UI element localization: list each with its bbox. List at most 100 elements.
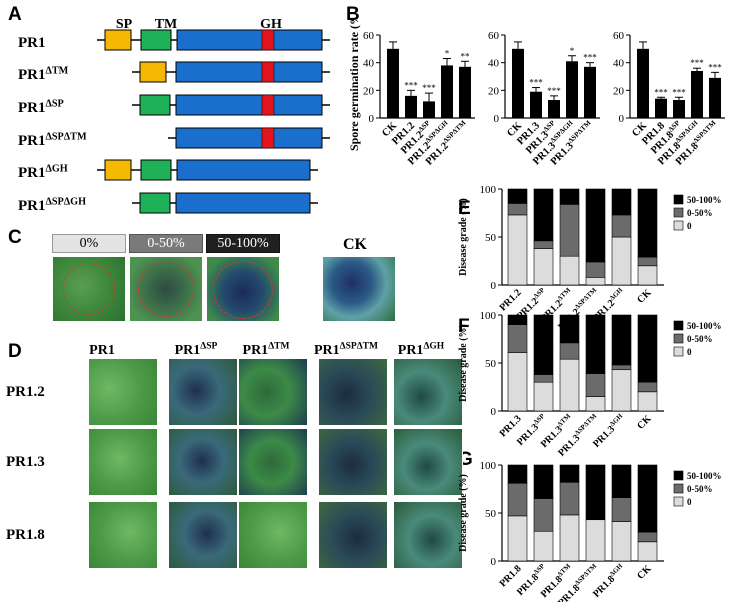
protein-body [175, 127, 323, 149]
y-tick-label: 40 [488, 58, 500, 70]
bar [423, 101, 435, 118]
legend-label: 0-50% [687, 334, 713, 344]
y-axis-title: Spore germination rate (%) [347, 20, 361, 151]
tm-domain [139, 192, 171, 214]
leaf-thumbnail [318, 428, 388, 496]
germination-charts: Spore germination rate (%) 0204060CK***PR… [347, 20, 725, 168]
stacked-segment [533, 240, 554, 249]
significance-mark: *** [404, 80, 418, 90]
panel-letter-a: A [8, 4, 22, 25]
significance-mark: * [570, 46, 575, 56]
stacked-segment [585, 396, 606, 412]
bar [566, 61, 578, 118]
x-tick-label: CK [635, 563, 654, 582]
tm-domain [139, 94, 171, 116]
stacked-segment [637, 381, 658, 393]
significance-mark: *** [708, 62, 722, 72]
column-header: PR1ΔSP [175, 342, 218, 358]
domain-label: TM [155, 17, 178, 32]
disease-grade-charts: Disease grade (%)050100PR1.2PR1.2ΔSPPR1.… [458, 185, 722, 602]
column-headers: PR1 PR1ΔSP PR1ΔTM PR1ΔSPΔTM PR1ΔGH [89, 342, 445, 358]
leaf-thumbnail [318, 501, 388, 569]
leaf-grid: PR1 PR1ΔSP PR1ΔTM PR1ΔSPΔTM PR1ΔGH PR1.2 PR1.3… [0, 336, 463, 602]
y-tick-label: 40 [363, 58, 375, 70]
sp-domain [139, 61, 167, 83]
panel-letter-f: F [458, 316, 470, 337]
stacked-segment [559, 464, 580, 483]
stacked-segment [637, 531, 658, 543]
stacked-segment [559, 204, 580, 257]
legend-swatch [673, 470, 684, 481]
lesion-outline [63, 263, 115, 315]
protein-body [175, 94, 323, 116]
stacked-segment [637, 391, 658, 412]
panel-letter-e: E [458, 198, 471, 219]
gh-domain [261, 61, 275, 83]
y-axis-title: Disease grade (%) [458, 198, 469, 276]
column-header: PR1ΔTM [243, 342, 290, 358]
gh-domain [261, 29, 275, 51]
column-header: PR1 [89, 343, 115, 358]
y-tick-label: 100 [480, 310, 497, 322]
construct-label: PR1ΔTM [18, 65, 69, 83]
domain-diagram: SP TM GH PR1 PR1ΔTM PR1ΔSP PR1ΔSPΔTM PR1ΔGH PR1Δ… [18, 17, 330, 214]
stacked-segment [559, 481, 580, 516]
legend-label: 50-100% [687, 471, 722, 481]
leaf-thumbnail [318, 358, 388, 426]
stacked-segment [585, 277, 606, 286]
leaf-thumbnail [393, 358, 463, 426]
significance-mark: *** [529, 78, 543, 88]
stacked-segment [507, 314, 528, 325]
legend-label: 0 [687, 221, 692, 231]
stacked-segment [559, 255, 580, 286]
legend-label: 0-50% [687, 208, 713, 218]
leaf-thumbnail [393, 428, 463, 496]
legend-label: 0-50% [687, 484, 713, 494]
y-tick-label: 0 [491, 556, 497, 568]
stacked-segment [533, 381, 554, 412]
stacked-segment [507, 324, 528, 353]
y-axis-title: Disease grade (%) [458, 474, 469, 552]
leaf-thumbnail [88, 501, 158, 569]
stacked-segment [611, 497, 632, 522]
stacked-segment [637, 265, 658, 286]
stacked-segment [585, 188, 606, 263]
stacked-segment [507, 203, 528, 216]
stacked-segment [585, 464, 606, 521]
bar [530, 91, 542, 118]
stacked-segment [507, 515, 528, 562]
legend-swatch [673, 320, 684, 331]
lesion-outline [138, 261, 194, 317]
significance-mark: *** [583, 53, 597, 63]
row-label: PR1.3 [6, 454, 45, 470]
sp-domain [104, 159, 132, 181]
bar [459, 66, 471, 118]
leaf-thumbnail [168, 428, 238, 496]
construct-label: PR1ΔGH [18, 163, 68, 181]
y-tick-label: 50 [485, 508, 497, 520]
tm-domain [140, 29, 172, 51]
significance-mark: ** [461, 51, 471, 61]
stacked-segment [559, 188, 580, 205]
significance-mark: * [445, 49, 450, 59]
column-header: PR1ΔSPΔTM [314, 342, 378, 358]
stacked-segment [507, 482, 528, 517]
sp-domain [104, 29, 132, 51]
grade-label-50-100: 50-100% [206, 234, 280, 253]
y-tick-label: 60 [488, 30, 500, 42]
stacked-segment [559, 314, 580, 344]
stacked-segment [637, 256, 658, 267]
x-tick-label: CK [635, 287, 654, 306]
legend-label: 50-100% [687, 195, 722, 205]
leaf-grade-0 [52, 256, 126, 322]
stacked-segment [611, 214, 632, 238]
y-tick-label: 0 [491, 406, 497, 418]
y-axis-title: Disease grade (%) [458, 324, 469, 402]
row-label: PR1.2 [6, 384, 45, 400]
y-tick-label: 50 [485, 232, 497, 244]
stacked-segment [611, 464, 632, 498]
legend-label: 0 [687, 497, 692, 507]
y-tick-label: 100 [480, 185, 497, 196]
y-tick-label: 0 [369, 113, 375, 125]
